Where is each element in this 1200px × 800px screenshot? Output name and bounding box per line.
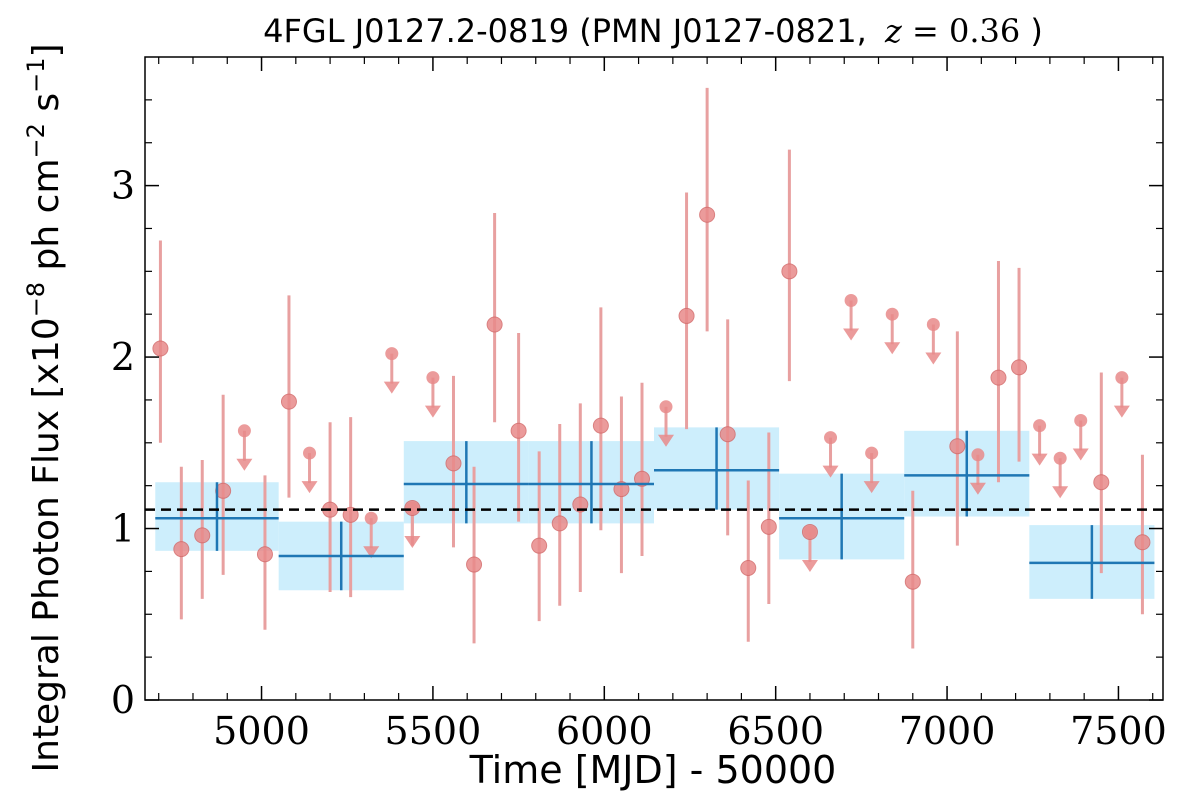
upper-limit-marker-11 <box>885 307 899 321</box>
title-suffix: ) <box>1030 12 1042 50</box>
detection-point-14 <box>551 515 568 532</box>
detection-point-22 <box>740 559 757 576</box>
detection-point-18 <box>634 470 651 487</box>
upper-limit-marker-3 <box>385 347 399 361</box>
upper-limit-marker-9 <box>844 293 858 307</box>
y-label-exp-flux: −8 <box>22 282 50 317</box>
upper-limit-arrow-3 <box>383 381 400 394</box>
upper-limit-marker-2 <box>364 511 378 525</box>
detection-point-10 <box>466 556 483 573</box>
title-prefix: 4FGL J0127.2-0819 (PMN J0127-0821, <box>263 12 867 50</box>
detection-point-0 <box>152 340 169 357</box>
upper-limit-marker-15 <box>1053 451 1067 465</box>
upper-limit-marker-12 <box>926 317 940 331</box>
upper-limit-arrow-1 <box>301 481 318 494</box>
upper-limit-marker-1 <box>303 446 317 460</box>
detection-point-25 <box>801 523 818 540</box>
detection-point-19 <box>678 307 695 324</box>
y-tick-label-3: 3 <box>111 164 135 208</box>
detection-point-21 <box>719 426 736 443</box>
detection-point-11 <box>486 316 503 333</box>
y-axis-label: Integral Photon Flux [x10−8 ph cm−2 s−1] <box>22 43 67 772</box>
upper-limit-marker-8 <box>824 431 838 445</box>
detection-point-3 <box>215 482 232 499</box>
upper-limit-marker-5 <box>426 371 440 385</box>
upper-limit-arrow-2 <box>363 546 380 559</box>
upper-limit-arrow-0 <box>236 458 253 471</box>
detection-point-9 <box>445 455 462 472</box>
detection-point-27 <box>949 438 966 455</box>
detection-point-13 <box>531 537 548 554</box>
upper-limit-arrow-5 <box>424 405 441 418</box>
y-label-end: ] <box>26 43 67 57</box>
y-tick-label-1: 1 <box>111 507 135 551</box>
detection-point-16 <box>592 417 609 434</box>
detection-point-4 <box>256 546 273 563</box>
upper-limit-arrow-12 <box>925 352 942 365</box>
upper-limit-marker-17 <box>1115 371 1129 385</box>
upper-limit-marker-13 <box>971 448 985 462</box>
detection-point-29 <box>1011 359 1028 376</box>
upper-limit-arrow-13 <box>969 482 986 495</box>
detection-point-2 <box>194 527 211 544</box>
upper-limit-marker-6 <box>659 400 673 414</box>
detection-point-7 <box>342 506 359 523</box>
upper-limit-arrow-8 <box>822 465 839 478</box>
plot-frame <box>144 56 1164 701</box>
upper-limit-marker-0 <box>237 424 251 438</box>
detection-point-23 <box>760 518 777 535</box>
detection-point-12 <box>510 422 527 439</box>
upper-limit-arrow-7 <box>801 559 818 572</box>
y-label-main: Integral Photon Flux [x10 <box>26 317 67 772</box>
upper-limit-arrow-16 <box>1072 448 1089 461</box>
detection-point-20 <box>699 206 716 223</box>
upper-limit-marker-10 <box>865 446 879 460</box>
y-label-mid: ph cm <box>26 158 67 281</box>
upper-limit-arrow-14 <box>1031 453 1048 466</box>
title-redshift-value: 0.36 <box>949 12 1020 50</box>
detection-point-30 <box>1093 474 1110 491</box>
y-label-exp-cm: −2 <box>22 123 50 158</box>
upper-limit-arrow-15 <box>1052 486 1069 499</box>
detection-point-24 <box>781 263 798 280</box>
upper-limit-marker-14 <box>1033 419 1047 433</box>
plot-area: 5000 5500 6000 6500 7000 7500 0 1 2 3 <box>111 56 1167 753</box>
x-tick-label-2: 6000 <box>556 709 653 753</box>
chart-title: 4FGL J0127.2-0819 (PMN J0127-0821, z = 0… <box>263 12 1043 50</box>
x-axis-label: Time [MJD] - 50000 <box>469 748 837 792</box>
title-redshift-symbol: z <box>884 12 903 50</box>
title-redshift-equals: = <box>912 12 949 50</box>
detection-point-28 <box>990 369 1007 386</box>
x-tick-label-1: 5500 <box>385 709 482 753</box>
detection-point-31 <box>1134 534 1151 551</box>
detection-point-8 <box>404 499 421 516</box>
upper-limit-arrow-17 <box>1113 405 1130 418</box>
y-tick-label-0: 0 <box>111 678 135 722</box>
x-tick-label-5: 7500 <box>1070 709 1167 753</box>
upper-limit-arrow-10 <box>863 481 880 494</box>
upper-limit-arrow-9 <box>843 328 860 341</box>
detection-point-15 <box>572 496 589 513</box>
y-label-exp-s: −1 <box>22 58 50 93</box>
upper-limit-arrow-11 <box>884 342 901 355</box>
detection-point-1 <box>173 541 190 558</box>
x-tick-label-4: 7000 <box>899 709 996 753</box>
upper-limit-arrow-6 <box>657 434 674 447</box>
x-tick-label-0: 5000 <box>213 709 310 753</box>
upper-limit-arrow-4 <box>404 535 421 548</box>
detection-point-5 <box>280 393 297 410</box>
y-tick-label-2: 2 <box>111 335 135 379</box>
upper-limit-marker-16 <box>1074 414 1088 428</box>
detection-point-26 <box>904 573 921 590</box>
y-label-mid2: s <box>26 93 67 123</box>
detection-point-17 <box>613 481 630 498</box>
x-tick-label-3: 6500 <box>727 709 824 753</box>
